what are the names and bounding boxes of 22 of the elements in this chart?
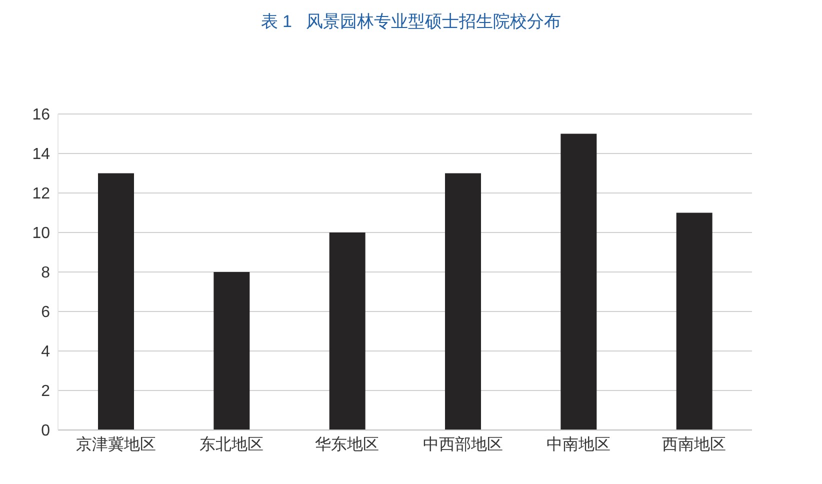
bar — [560, 134, 597, 430]
y-tick-label: 8 — [41, 264, 50, 282]
bar — [445, 173, 481, 430]
bar — [676, 212, 712, 430]
bar — [98, 173, 134, 430]
y-tick-label: 14 — [32, 146, 50, 164]
bar — [214, 272, 250, 430]
x-tick-label: 京津冀地区 — [76, 435, 156, 454]
x-tick-label: 西南地区 — [662, 435, 726, 454]
y-tick-label: 2 — [41, 383, 50, 400]
y-tick-label: 16 — [32, 106, 50, 124]
y-tick-label: 0 — [41, 422, 50, 440]
x-tick-label: 东北地区 — [200, 435, 264, 454]
chart-title: 表 1 风景园林专业型硕士招生院校分布 — [260, 11, 562, 33]
y-tick-label: 10 — [32, 225, 50, 242]
y-tick-label: 4 — [41, 344, 50, 361]
x-tick-label: 华东地区 — [315, 435, 380, 454]
x-tick-label: 中南地区 — [546, 435, 610, 454]
bar — [329, 232, 366, 430]
x-tick-label: 中西部地区 — [422, 435, 503, 454]
y-tick-label: 12 — [32, 186, 50, 203]
y-tick-label: 6 — [41, 304, 50, 322]
